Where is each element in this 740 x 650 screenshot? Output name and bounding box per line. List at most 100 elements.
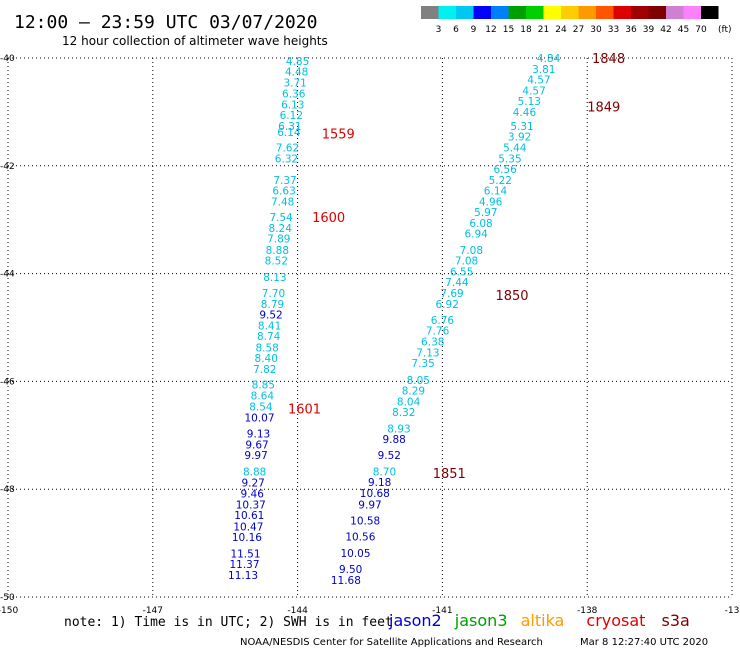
x-tick-label: -144 xyxy=(287,606,308,616)
legend-label: 18 xyxy=(520,25,532,35)
data-point-label: 3.71 xyxy=(283,77,306,89)
data-point-label: 8.04 xyxy=(397,396,421,408)
data-point-label: 8.88 xyxy=(266,245,289,257)
data-point-label: 11.37 xyxy=(229,559,259,571)
data-point-label: 8.13 xyxy=(263,272,286,284)
legend-label: 15 xyxy=(503,25,514,35)
data-point-label: 8.24 xyxy=(269,223,293,235)
data-point-label: 9.18 xyxy=(368,477,391,489)
time-label: 1848 xyxy=(592,52,625,67)
data-point-label: 4.84 xyxy=(537,53,561,65)
data-point-label: 10.05 xyxy=(340,548,370,560)
time-label: 1559 xyxy=(322,127,355,142)
legend-swatch xyxy=(596,6,614,19)
legend-swatch xyxy=(666,6,684,19)
legend-swatch xyxy=(456,6,474,19)
data-point-label: 11.51 xyxy=(230,548,260,560)
data-point-label: 6.63 xyxy=(272,186,295,198)
data-point-label: 8.52 xyxy=(265,256,288,268)
time-label: 1601 xyxy=(288,402,321,417)
data-point-label: 6.14 xyxy=(484,186,508,198)
x-tick-label: -138 xyxy=(577,606,598,616)
legend-swatch xyxy=(491,6,509,19)
data-point-label: 7.44 xyxy=(445,277,469,289)
data-point-label: 7.13 xyxy=(416,347,439,359)
chart-title: 12:00 — 23:59 UTC 03/07/2020 xyxy=(14,12,317,33)
legend-label: 42 xyxy=(660,25,671,35)
data-point-label: 8.05 xyxy=(407,375,430,387)
legend-swatch xyxy=(543,6,561,19)
data-point-label: 8.41 xyxy=(258,320,281,332)
satellite-name: jason3 xyxy=(454,611,508,630)
data-point-label: 8.88 xyxy=(243,466,266,478)
legend-label: 27 xyxy=(573,25,584,35)
footer-timestamp: Mar 8 12:27:40 UTC 2020 xyxy=(580,637,708,648)
legend-label: 21 xyxy=(538,25,549,35)
data-point-label: 6.94 xyxy=(464,229,488,241)
time-label: 1600 xyxy=(312,211,345,226)
data-point-label: 8.40 xyxy=(255,353,278,365)
x-tick-label: -13 xyxy=(725,606,740,616)
data-point-label: 9.88 xyxy=(382,434,405,446)
legend-label: 3 xyxy=(436,25,442,35)
data-point-label: 6.76 xyxy=(431,315,455,327)
data-point-label: 7.48 xyxy=(271,196,294,208)
legend-label: 45 xyxy=(678,25,689,35)
data-point-label: 10.37 xyxy=(236,499,266,511)
plot-area: -150 -147 -144 -141 -138 -13 -40 -42 -44 -46 -48 -5… xyxy=(0,52,739,616)
satellite-name: altika xyxy=(521,611,565,630)
data-point-label: 6.12 xyxy=(280,110,303,122)
data-point-label: 9.50 xyxy=(339,564,362,576)
data-point-label: 3.92 xyxy=(508,132,531,144)
data-point-label: 10.58 xyxy=(350,515,380,527)
legend-label: 6 xyxy=(453,25,459,35)
data-point-label: 5.97 xyxy=(474,207,497,219)
data-point-label: 6.56 xyxy=(493,164,517,176)
data-point-label: 10.07 xyxy=(244,413,274,425)
data-point-label: 8.58 xyxy=(255,342,278,354)
y-tick-label: -46 xyxy=(0,377,15,387)
data-point-label: 4.57 xyxy=(527,75,550,87)
legend-swatch xyxy=(438,6,456,19)
data-point-label: 4.46 xyxy=(513,107,537,119)
data-point-label: 8.93 xyxy=(387,423,410,435)
y-tick-label: -42 xyxy=(0,162,15,172)
y-tick-label: -48 xyxy=(0,485,15,495)
data-point-label: 7.35 xyxy=(411,358,434,370)
legend-swatch xyxy=(683,6,701,19)
legend-label: 36 xyxy=(625,25,637,35)
data-point-label: 9.27 xyxy=(241,478,264,490)
legend-label: 33 xyxy=(608,25,619,35)
chart-subtitle: 12 hour collection of altimeter wave hei… xyxy=(62,34,328,48)
legend-swatch xyxy=(648,6,666,19)
data-point-label: 5.31 xyxy=(510,121,533,133)
legend-label: 30 xyxy=(590,25,602,35)
data-point-label: 5.13 xyxy=(518,96,541,108)
data-point-label: 6.32 xyxy=(275,153,298,165)
color-legend: 3 6 9 12 15 18 21 24 27 30 33 36 39 42 45 70 xyxy=(421,6,719,35)
data-point-label: 7.69 xyxy=(440,288,463,300)
data-point-label: 4.48 xyxy=(285,66,308,78)
time-label: 1850 xyxy=(495,289,528,304)
data-point-label: 6.14 xyxy=(277,127,301,139)
data-point-label: 5.22 xyxy=(489,175,512,187)
legend-swatch xyxy=(701,6,719,19)
data-point-label: 6.13 xyxy=(281,99,304,111)
data-point-label: 6.31 xyxy=(278,121,301,133)
data-point-label: 10.16 xyxy=(232,532,262,544)
legend-swatch xyxy=(631,6,649,19)
x-tick-label: -150 xyxy=(0,606,18,616)
data-point-label: 10.47 xyxy=(233,521,263,533)
data-point-label: 7.08 xyxy=(460,245,483,257)
legend-swatch xyxy=(508,6,526,19)
satellite-name: jason2 xyxy=(388,611,442,630)
data-point-label: 8.85 xyxy=(252,380,275,392)
data-point-label: 7.82 xyxy=(253,364,276,376)
data-point-label: 10.68 xyxy=(360,488,390,500)
data-point-label: 11.13 xyxy=(228,570,258,582)
data-point-label: 8.70 xyxy=(373,466,396,478)
legend-swatch xyxy=(613,6,631,19)
data-point-label: 9.97 xyxy=(358,499,381,511)
data-point-label: 7.76 xyxy=(426,326,450,338)
